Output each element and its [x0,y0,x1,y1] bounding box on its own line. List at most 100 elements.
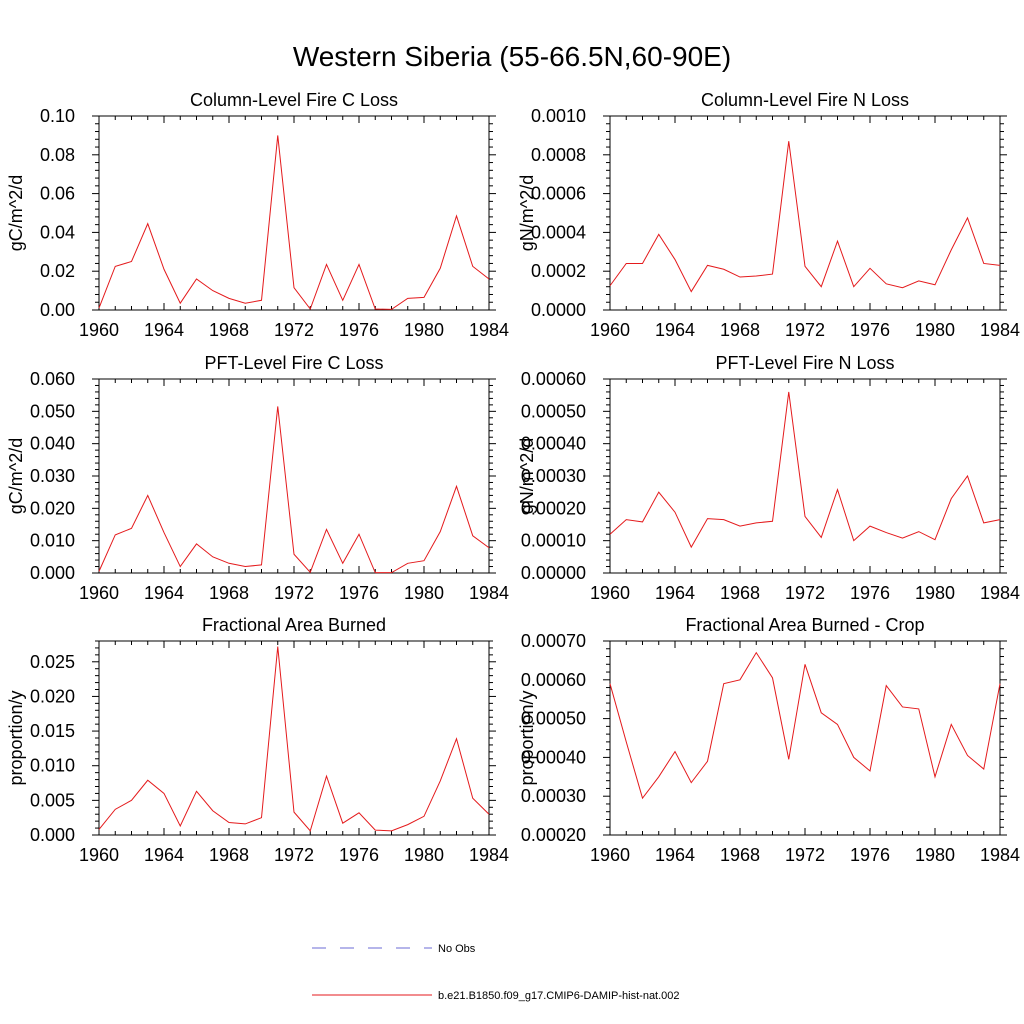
y-tick-label: 0.0010 [531,106,586,126]
plot-frame [98,640,490,836]
plot-frame [98,115,490,311]
y-tick-label: 0.00 [40,300,75,320]
y-tick-label: 0.050 [30,401,75,421]
x-tick-label: 1980 [915,320,955,340]
series-line [609,651,1001,800]
panel-5: Fractional Area Burned proportion/y 1960 19… [6,615,509,865]
legend-label-no-obs: No Obs [438,943,476,955]
panel-title: PFT-Level Fire C Loss [204,353,383,373]
x-tick-label: 1972 [274,845,314,865]
y-tick-label: 0.00060 [521,369,586,389]
y-tick-label: 0.06 [40,184,75,204]
y-tick-label: 0.00010 [521,531,586,551]
x-tick-label: 1968 [720,583,760,603]
panel-title: PFT-Level Fire N Loss [715,353,894,373]
x-tick-label: 1972 [274,320,314,340]
y-tick-label: 0.00020 [521,825,586,845]
y-tick-label: 0.08 [40,145,75,165]
x-tick-label: 1980 [915,583,955,603]
y-tick-label: 0.00030 [521,786,586,806]
x-tick-label: 1976 [339,583,379,603]
legend: No Obs b.e21.B1850.f09_g17.CMIP6-DAMIP-h… [312,943,680,1002]
y-tick-label: 0.00050 [521,709,586,729]
y-tick-label: 0.00020 [521,498,586,518]
y-tick-label: 0.00000 [521,563,586,583]
legend-label-model: b.e21.B1850.f09_g17.CMIP6-DAMIP-hist-nat… [438,990,680,1002]
y-tick-label: 0.00030 [521,466,586,486]
x-tick-label: 1984 [469,583,509,603]
x-tick-label: 1984 [469,320,509,340]
panel-title: Fractional Area Burned - Crop [685,615,924,635]
y-tick-label: 0.0000 [531,300,586,320]
y-axis-label: gN/m^2/d [517,438,537,514]
x-tick-label: 1968 [209,320,249,340]
x-tick-label: 1960 [590,845,630,865]
x-tick-label: 1984 [980,845,1020,865]
panel-title: Column-Level Fire C Loss [190,90,398,110]
y-tick-label: 0.000 [30,825,75,845]
x-tick-label: 1964 [655,845,695,865]
x-tick-label: 1980 [915,845,955,865]
x-tick-label: 1972 [274,583,314,603]
y-tick-label: 0.04 [40,222,75,242]
panel-title: Fractional Area Burned [202,615,386,635]
y-tick-label: 0.005 [30,790,75,810]
x-tick-label: 1976 [339,320,379,340]
x-tick-label: 1976 [850,320,890,340]
series-line [609,141,1001,293]
y-axis-label: proportion/y [6,690,26,785]
series-line [98,135,490,311]
x-tick-label: 1984 [980,583,1020,603]
series-line [609,391,1001,549]
y-tick-label: 0.00050 [521,401,586,421]
y-tick-label: 0.00060 [521,670,586,690]
y-tick-label: 0.040 [30,434,75,454]
y-axis-label: gN/m^2/d [517,175,537,251]
panel-6: Fractional Area Burned - Crop proportion/… [517,615,1020,865]
plot-frame [609,378,1001,574]
x-tick-label: 1968 [209,845,249,865]
x-tick-label: 1972 [785,320,825,340]
panel-2: Column-Level Fire N Loss gN/m^2/d 1960 1964… [517,90,1020,340]
panel-1: Column-Level Fire C Loss gC/m^2/d 1960 1964… [6,90,509,340]
y-tick-label: 0.030 [30,466,75,486]
x-tick-label: 1980 [404,320,444,340]
x-tick-label: 1980 [404,845,444,865]
y-tick-label: 0.10 [40,106,75,126]
y-tick-label: 0.010 [30,531,75,551]
panel-title: Column-Level Fire N Loss [701,90,909,110]
y-tick-label: 0.020 [30,686,75,706]
panels: Column-Level Fire C Loss gC/m^2/d 1960 1964… [6,90,1020,865]
x-tick-label: 1960 [79,320,119,340]
plot-frame [609,640,1001,836]
y-tick-label: 0.025 [30,652,75,672]
x-tick-label: 1968 [209,583,249,603]
y-tick-label: 0.010 [30,756,75,776]
plot-frame [98,378,490,574]
y-tick-label: 0.00070 [521,631,586,651]
x-tick-label: 1964 [655,583,695,603]
panel-3: PFT-Level Fire C Loss gC/m^2/d 1960 1964 196… [6,353,509,603]
y-tick-label: 0.0008 [531,145,586,165]
y-tick-label: 0.0002 [531,261,586,281]
x-tick-label: 1964 [655,320,695,340]
y-tick-label: 0.00040 [521,434,586,454]
x-tick-label: 1960 [79,845,119,865]
y-tick-label: 0.0006 [531,184,586,204]
y-axis-label: proportion/y [517,690,537,785]
x-tick-label: 1968 [720,845,760,865]
x-tick-label: 1960 [79,583,119,603]
x-tick-label: 1972 [785,845,825,865]
x-tick-label: 1964 [144,845,184,865]
x-tick-label: 1984 [469,845,509,865]
x-tick-label: 1964 [144,583,184,603]
y-tick-label: 0.0004 [531,222,586,242]
y-axis-label: gC/m^2/d [6,438,26,514]
plot-frame [609,115,1001,311]
panel-4: PFT-Level Fire N Loss gN/m^2/d 1960 1964 196… [517,353,1020,603]
x-tick-label: 1976 [339,845,379,865]
y-tick-label: 0.020 [30,498,75,518]
x-tick-label: 1984 [980,320,1020,340]
x-tick-label: 1960 [590,320,630,340]
x-tick-label: 1960 [590,583,630,603]
